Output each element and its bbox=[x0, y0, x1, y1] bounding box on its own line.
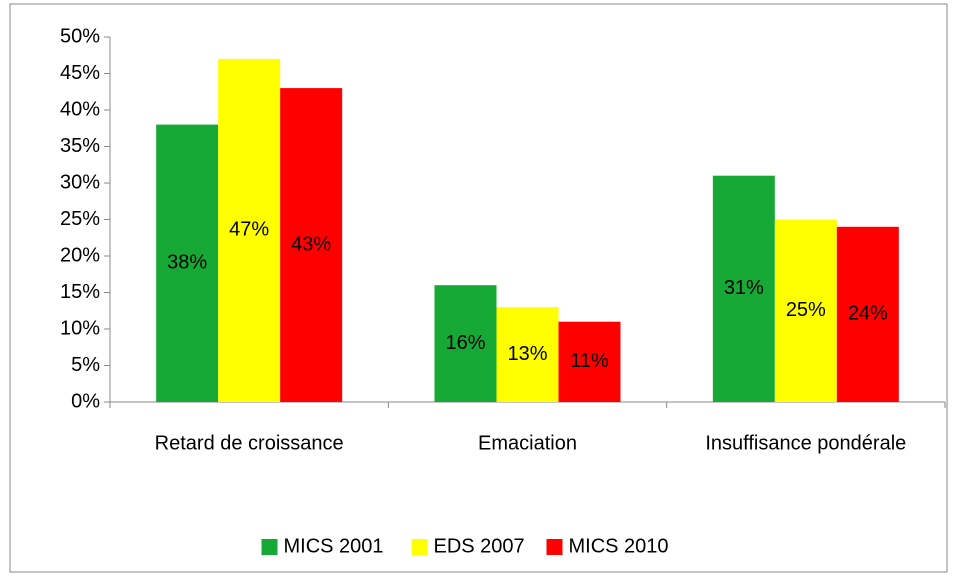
y-tick-label: 40% bbox=[60, 98, 100, 120]
x-tick-label: Insuffisance pondérale bbox=[705, 432, 906, 454]
y-tick-label: 35% bbox=[60, 135, 100, 157]
bar bbox=[280, 88, 343, 402]
value-label: 11% bbox=[570, 350, 609, 372]
legend-label: MICS 2001 bbox=[284, 535, 384, 557]
bar bbox=[156, 124, 219, 402]
x-tick-label: Emaciation bbox=[478, 432, 577, 454]
value-label: 43% bbox=[291, 233, 331, 255]
legend-swatch bbox=[411, 539, 428, 555]
y-tick-label: 15% bbox=[60, 281, 100, 303]
legend-label: EDS 2007 bbox=[434, 535, 525, 557]
bar bbox=[558, 321, 621, 402]
y-tick-label: 25% bbox=[60, 208, 100, 230]
y-tick-label: 10% bbox=[60, 317, 100, 339]
y-tick-label: 30% bbox=[60, 171, 100, 193]
y-tick-label: 45% bbox=[60, 62, 100, 84]
bar bbox=[836, 226, 899, 402]
legend-label: MICS 2010 bbox=[569, 535, 669, 557]
value-label: 47% bbox=[229, 219, 269, 241]
value-label: 25% bbox=[786, 299, 826, 321]
value-label: 31% bbox=[724, 277, 764, 299]
y-tick-label: 5% bbox=[71, 354, 100, 376]
legend-swatch bbox=[546, 539, 563, 555]
bar bbox=[218, 58, 281, 403]
x-tick-label: Retard de croissance bbox=[155, 432, 344, 454]
value-label: 38% bbox=[167, 252, 207, 274]
value-label: 16% bbox=[445, 332, 485, 354]
value-label: 24% bbox=[848, 303, 888, 325]
y-tick-label: 0% bbox=[71, 390, 100, 412]
legend-swatch bbox=[261, 539, 278, 555]
bar bbox=[712, 175, 775, 402]
y-tick-label: 20% bbox=[60, 244, 100, 266]
value-label: 13% bbox=[507, 343, 547, 365]
bar bbox=[496, 307, 559, 402]
y-tick-label: 50% bbox=[60, 25, 100, 47]
bar bbox=[774, 219, 837, 402]
bar bbox=[434, 285, 497, 402]
